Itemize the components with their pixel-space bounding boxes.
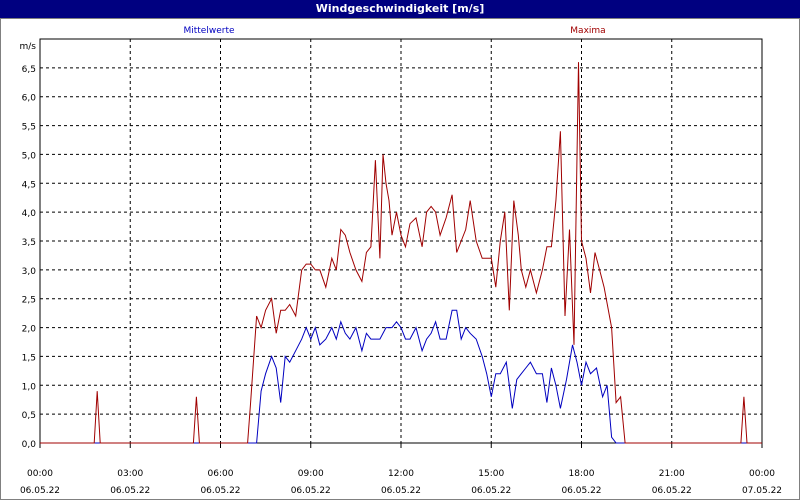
axes — [39, 38, 763, 448]
y-tick-label: 1,5 — [22, 353, 36, 363]
y-tick-label: 3,5 — [22, 238, 36, 248]
grid-lines — [40, 39, 762, 443]
y-tick-label: 6,5 — [22, 65, 36, 75]
legend-mittelwerte: Mittelwerte — [183, 26, 234, 36]
y-tick-label: 3,0 — [22, 267, 37, 277]
y-tick-label: 4,0 — [22, 209, 37, 219]
series-line-mittelwerte — [40, 309, 762, 444]
y-tick-label: 2,0 — [22, 325, 37, 335]
x-tick-date: 06.05.22 — [381, 486, 421, 496]
x-tick-time: 12:00 — [388, 469, 414, 479]
y-tick-label: 4,5 — [22, 180, 36, 190]
x-tick-time: 03:00 — [117, 469, 143, 479]
x-tick-date: 06.05.22 — [20, 486, 60, 496]
x-tick-date: 06.05.22 — [291, 486, 331, 496]
y-tick-label: 5,0 — [22, 151, 37, 161]
plot-area-border — [39, 38, 763, 444]
labels: 0,0 0,5 1,0 1,5 2,0 2,5 3,0 3,5 4,0 4,5 5,0 5,5 6,0 6… — [20, 26, 783, 496]
y-axis-label: m/s — [20, 42, 37, 52]
wind-speed-chart: 0,0 0,5 1,0 1,5 2,0 2,5 3,0 3,5 4,0 4,5 5,0 5,5 6,0 6… — [20, 26, 783, 496]
x-tick-date: 06.05.22 — [200, 486, 240, 496]
y-tick-label: 1,0 — [22, 382, 37, 392]
x-tick-date: 06.05.22 — [110, 486, 150, 496]
chart-frame: 0,0 0,5 1,0 1,5 2,0 2,5 3,0 3,5 4,0 4,5 5,0 5,5 6,0 6… — [0, 18, 800, 500]
x-tick-time: 06:00 — [208, 469, 234, 479]
series-line-maxima — [40, 62, 762, 444]
x-tick-time: 21:00 — [659, 469, 685, 479]
y-tick-label: 0,0 — [22, 440, 37, 450]
y-tick-label: 2,5 — [22, 296, 36, 306]
x-tick-date: 06.05.22 — [561, 486, 601, 496]
x-tick-time: 18:00 — [569, 469, 595, 479]
series-lines — [40, 62, 762, 444]
x-tick-time: 00:00 — [27, 469, 53, 479]
chart-window-title: Windgeschwindigkeit [m/s] — [0, 0, 800, 18]
x-tick-date: 07.05.22 — [742, 486, 782, 496]
y-tick-label: 0,5 — [22, 411, 36, 421]
x-tick-time: 15:00 — [478, 469, 504, 479]
x-tick-time: 00:00 — [749, 469, 775, 479]
x-tick-time: 09:00 — [298, 469, 324, 479]
x-tick-date: 06.05.22 — [471, 486, 511, 496]
y-tick-label: 5,5 — [22, 123, 36, 133]
x-tick-date: 06.05.22 — [652, 486, 692, 496]
legend-maxima: Maxima — [570, 26, 605, 36]
y-tick-label: 6,0 — [22, 94, 37, 104]
